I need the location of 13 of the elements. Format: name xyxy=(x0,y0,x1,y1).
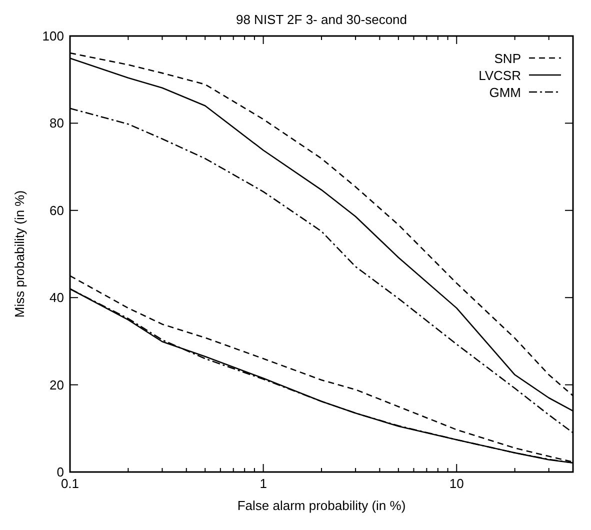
chart-title: 98 NIST 2F 3- and 30-second xyxy=(236,12,408,27)
y-tick-label: 80 xyxy=(50,116,64,131)
y-tick-label: 100 xyxy=(42,28,64,44)
y-tick-label: 20 xyxy=(50,377,64,392)
y-tick-label: 60 xyxy=(50,202,64,218)
x-tick-label: 1 xyxy=(260,476,267,491)
y-tick-label: 40 xyxy=(50,290,64,306)
x-axis-title: False alarm probability (in %) xyxy=(237,498,406,513)
legend-label: GMM xyxy=(489,85,521,100)
legend-label: LVCSR xyxy=(478,68,521,83)
x-tick-label: 10 xyxy=(449,476,464,491)
y-axis-title: Miss probability (in %) xyxy=(12,190,27,318)
legend-label: SNP xyxy=(494,51,521,66)
